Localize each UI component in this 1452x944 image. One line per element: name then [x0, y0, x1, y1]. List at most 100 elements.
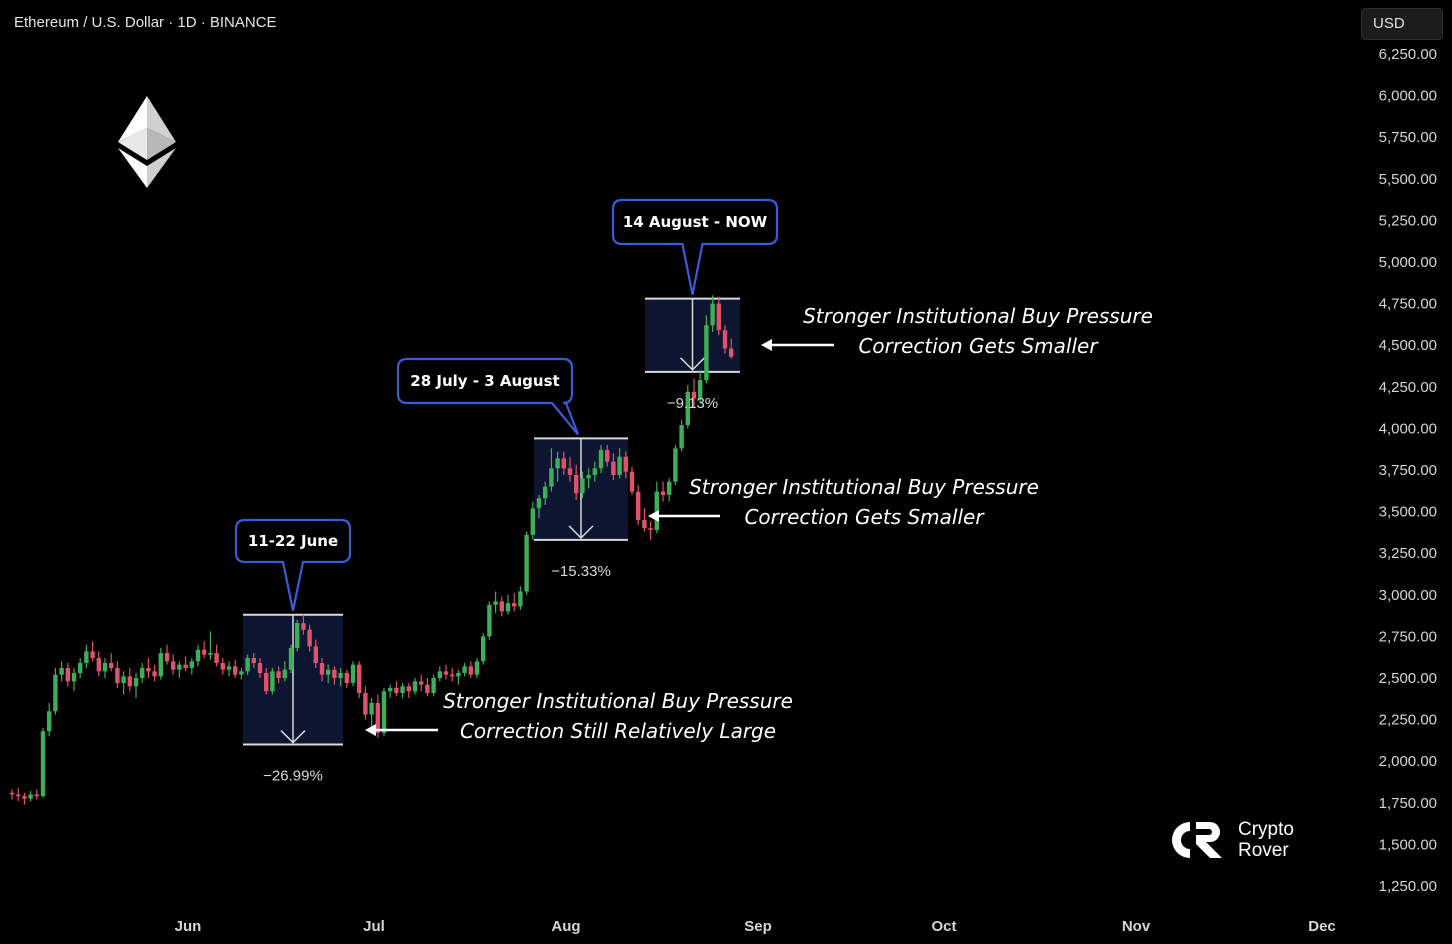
candle-body — [524, 534, 529, 592]
candle — [59, 661, 64, 682]
candle — [654, 481, 659, 534]
candle-body — [65, 668, 70, 682]
y-tick-label: 1,750.00 — [1379, 795, 1437, 812]
candle-body — [47, 711, 52, 732]
candle-body — [9, 792, 15, 795]
candle — [357, 661, 362, 698]
candle-body — [276, 671, 281, 678]
candle — [431, 674, 436, 697]
candle-body — [319, 663, 325, 675]
candle-body — [152, 671, 157, 677]
candle — [245, 654, 250, 675]
candle-body — [183, 664, 188, 669]
candle-body — [226, 666, 232, 670]
candle-body — [431, 678, 436, 693]
candle-body — [673, 448, 678, 482]
candle — [9, 789, 15, 800]
candle-body — [195, 649, 201, 662]
candle — [530, 501, 535, 540]
candle-body — [220, 663, 225, 670]
candle — [164, 644, 170, 665]
candle — [468, 661, 473, 678]
candle-body — [716, 303, 721, 331]
candle-body — [704, 325, 709, 381]
candle — [65, 663, 70, 687]
y-tick-label: 5,750.00 — [1379, 129, 1437, 146]
candle — [580, 471, 585, 499]
candle-body — [394, 687, 399, 693]
callout-bubble — [611, 198, 779, 295]
correction-box — [243, 613, 343, 746]
candle — [524, 531, 529, 595]
candle-body — [481, 636, 486, 662]
candle — [102, 658, 108, 678]
candle-body — [419, 681, 424, 685]
candle-body — [350, 664, 356, 683]
candle-body — [536, 498, 542, 509]
candle — [202, 641, 207, 659]
candle-body — [543, 486, 548, 499]
candle — [319, 658, 325, 682]
range-arrow-head — [679, 357, 706, 371]
candle-body — [567, 468, 573, 475]
y-tick-label: 3,250.00 — [1379, 545, 1437, 562]
candle — [456, 669, 461, 685]
candle-body — [555, 458, 560, 469]
candle — [623, 451, 628, 479]
candle — [350, 661, 356, 687]
candle-body — [381, 691, 387, 733]
candle-body — [326, 669, 331, 675]
correction-percent: −26.99% — [263, 768, 323, 785]
candle — [332, 666, 337, 685]
candle — [505, 594, 511, 615]
candle — [487, 601, 492, 640]
candle — [233, 659, 238, 678]
candle-body — [518, 591, 523, 607]
candle — [282, 661, 287, 682]
candle — [555, 451, 560, 482]
candle — [53, 668, 58, 715]
candle-body — [40, 731, 46, 797]
y-tick-label: 2,000.00 — [1379, 753, 1437, 770]
candle-body — [598, 450, 604, 469]
candle — [127, 668, 132, 692]
candle — [90, 641, 95, 662]
candle — [115, 661, 120, 688]
candle — [648, 521, 653, 540]
candle — [381, 687, 387, 737]
candle — [660, 481, 666, 502]
callout-label: 28 July - 3 August — [410, 372, 559, 390]
candle — [214, 644, 219, 667]
currency-selector[interactable]: USD — [1361, 8, 1443, 40]
candle-body — [580, 478, 585, 494]
y-tick-label: 6,250.00 — [1379, 46, 1437, 63]
candle — [450, 668, 455, 682]
candle-body — [344, 673, 349, 683]
brand-line-1: Crypto — [1238, 819, 1294, 840]
candle — [239, 668, 244, 680]
candle-body — [109, 663, 114, 669]
candle-body — [140, 668, 145, 678]
candle-body — [164, 653, 170, 662]
candle-body — [636, 491, 641, 520]
candle-body — [586, 474, 591, 479]
candle-body — [313, 646, 318, 664]
candle — [412, 678, 418, 695]
candle-body — [487, 604, 492, 637]
candle-body — [698, 380, 703, 399]
y-tick-label: 6,000.00 — [1379, 88, 1437, 105]
callout-label: 11-22 June — [248, 532, 338, 550]
candle-body — [443, 671, 449, 675]
candle — [326, 664, 331, 683]
candle — [704, 315, 709, 384]
candle — [276, 666, 281, 683]
candle — [685, 385, 690, 429]
candle-body — [512, 603, 517, 607]
y-tick-label: 2,250.00 — [1379, 712, 1437, 729]
x-tick-label: Dec — [1308, 918, 1336, 935]
y-tick-label: 2,500.00 — [1379, 670, 1437, 687]
candle — [28, 791, 33, 802]
candle-body — [617, 456, 622, 475]
candle-body — [679, 425, 684, 449]
